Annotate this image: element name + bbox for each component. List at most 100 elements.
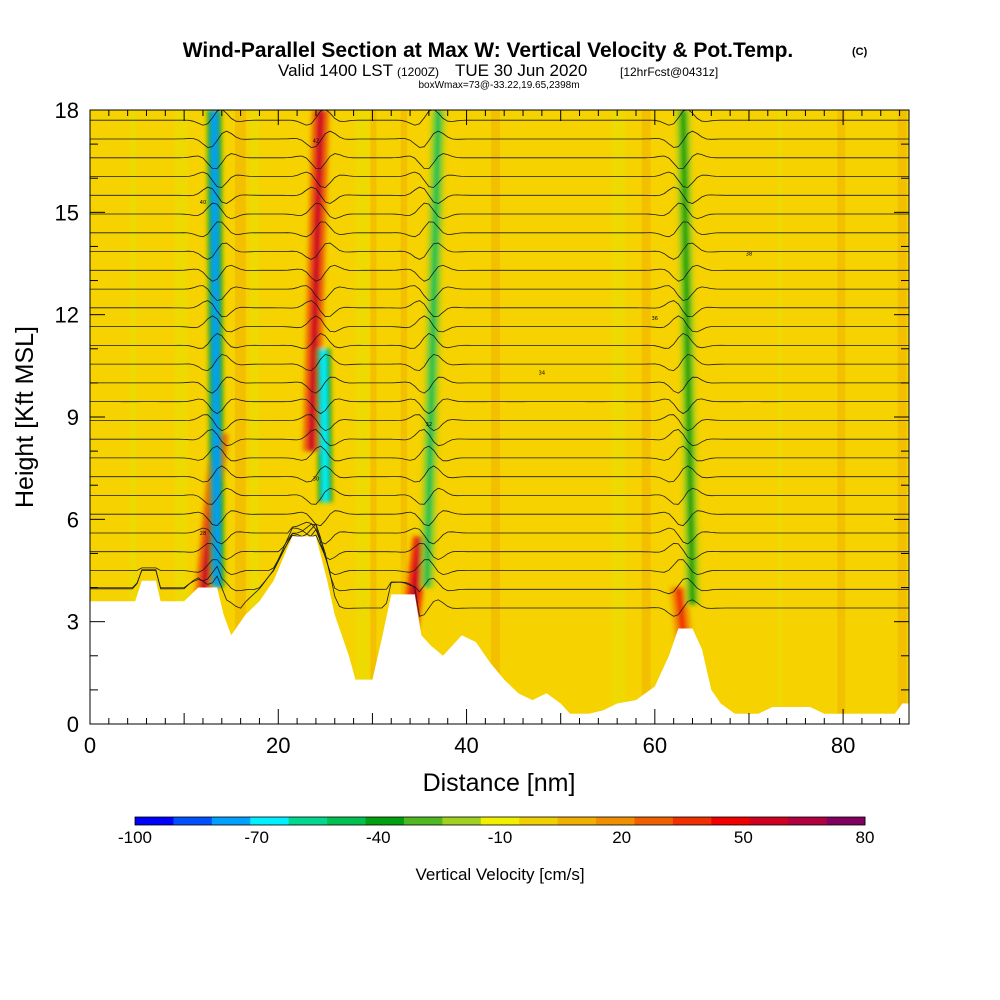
theta-contour-line: [90, 510, 909, 527]
colorbar-label: Vertical Velocity [cm/s]: [415, 865, 584, 884]
colorbar-swatch: [519, 817, 559, 825]
terrain-mask: [90, 536, 909, 724]
colorbar-swatch: [211, 817, 251, 825]
theta-contour-line: [90, 186, 909, 204]
x-axis: 0 20 40 60 80: [84, 110, 901, 758]
theta-contour-line: [90, 153, 909, 170]
plot-area: 28 30 32 34 36 38 40 42: [90, 110, 909, 724]
theta-contour-line: [90, 300, 909, 318]
stripe: [355, 110, 370, 724]
theta-contour-label: 38: [746, 251, 752, 257]
x-tick-label: 60: [643, 733, 667, 758]
stripe: [611, 110, 625, 724]
theta-contour-label: 36: [652, 316, 658, 322]
y-tick-label: 9: [67, 405, 79, 430]
subtitle-forecast: [12hrFcst@0431z]: [620, 65, 718, 79]
y-tick-label: 12: [55, 303, 79, 328]
colorbar-swatch: [557, 817, 597, 825]
theta-contour-label: 42: [313, 139, 319, 145]
stripe: [641, 110, 651, 724]
box-note: boxWmax=73@-33.22,19.65,2398m: [418, 80, 579, 91]
velocity-bands: [194, 110, 700, 649]
y-tick-label: 18: [55, 98, 79, 123]
stripe: [837, 110, 846, 724]
x-tick-label: 20: [266, 733, 290, 758]
theta-contour-line: [90, 521, 909, 545]
stripe: [370, 110, 377, 724]
theta-contour-line: [90, 285, 909, 302]
colorbar-tick-label: -100: [118, 828, 152, 847]
colorbar-swatch: [749, 817, 789, 825]
title-mark: (C): [852, 46, 868, 58]
colorbar-swatch: [173, 817, 213, 825]
colorbar-tick-label: -10: [488, 828, 513, 847]
theta-contour-line: [90, 242, 909, 260]
theta-contour-line: [90, 445, 909, 462]
subtitle: Valid 1400 LST (1200Z) TUE 30 Jun 2020 […: [278, 61, 718, 80]
x-tick-label: 40: [454, 733, 478, 758]
stripe: [129, 110, 137, 724]
theta-contour-line: [90, 429, 909, 447]
theta-contour-label: 34: [539, 371, 545, 377]
theta-contour-line: [90, 353, 909, 372]
theta-contours: [90, 110, 909, 617]
chart-title: Wind-Parallel Section at Max W: Vertical…: [183, 39, 794, 62]
subtitle-valid: Valid 1400 LST: [278, 61, 393, 80]
colorbar-swatch: [403, 817, 443, 825]
colorbar-frame: [134, 816, 866, 826]
theta-contour-label: 32: [426, 422, 432, 428]
theta-contour-line: [90, 315, 909, 333]
colorbar-tick-label: 80: [856, 828, 875, 847]
stripe: [234, 110, 246, 724]
theta-contour-line: [90, 110, 909, 126]
colorbar: [134, 816, 866, 826]
theta-contour-labels: 28 30 32 34 36 38 40 42: [200, 139, 752, 537]
colorbar-swatch: [135, 817, 174, 825]
x-tick-label: 80: [831, 733, 855, 758]
colorbar-swatch: [327, 817, 367, 825]
theta-contour-line: [90, 171, 909, 188]
y-tick-label: 0: [67, 712, 79, 737]
colorbar-swatch: [672, 817, 712, 825]
colorbar-tick-label: 20: [612, 828, 631, 847]
x-tick-label: 0: [84, 733, 96, 758]
theta-contour-line: [90, 528, 909, 595]
theta-contour-label: 40: [200, 200, 206, 206]
stripe: [491, 110, 500, 724]
theta-contour-line: [90, 465, 909, 483]
theta-contour-line: [90, 414, 909, 432]
downdraft-band-core: [423, 110, 442, 588]
stripe: [400, 110, 408, 724]
theta-contour-line: [90, 527, 909, 617]
theta-contour-line: [90, 333, 909, 349]
stripe: [250, 110, 260, 724]
colorbar-swatch: [365, 817, 405, 825]
theta-contour-label: 30: [313, 476, 319, 482]
stripe: [777, 110, 783, 724]
theta-contour-line: [90, 376, 909, 394]
theta-contour-line: [90, 523, 909, 561]
theta-contour-line: [90, 130, 909, 148]
colorbar-swatch: [634, 817, 674, 825]
colorbar-ticks: -100 -70 -40 -10 20 50 80: [118, 828, 874, 847]
colorbar-swatch: [480, 817, 520, 825]
colorbar-swatch: [711, 817, 751, 825]
colorbar-tick-label: 50: [734, 828, 753, 847]
colorbar-swatch: [250, 817, 290, 825]
downdraft-band-core: [679, 110, 696, 605]
colorbar-swatch: [596, 817, 635, 825]
colorbar-swatch: [442, 817, 482, 825]
y-tick-label: 15: [55, 200, 79, 225]
y-tick-label: 6: [67, 507, 79, 532]
theta-contour-line: [90, 398, 909, 415]
colorbar-tick-label: -70: [244, 828, 269, 847]
theta-contour-line: [90, 487, 909, 505]
colorbar-swatch: [826, 817, 866, 825]
theta-contour-line: [90, 264, 909, 282]
y-tick-label: 3: [67, 610, 79, 635]
colorbar-tick-label: -40: [366, 828, 391, 847]
theta-contour-line: [90, 523, 909, 576]
theta-contour-line: [90, 202, 909, 220]
